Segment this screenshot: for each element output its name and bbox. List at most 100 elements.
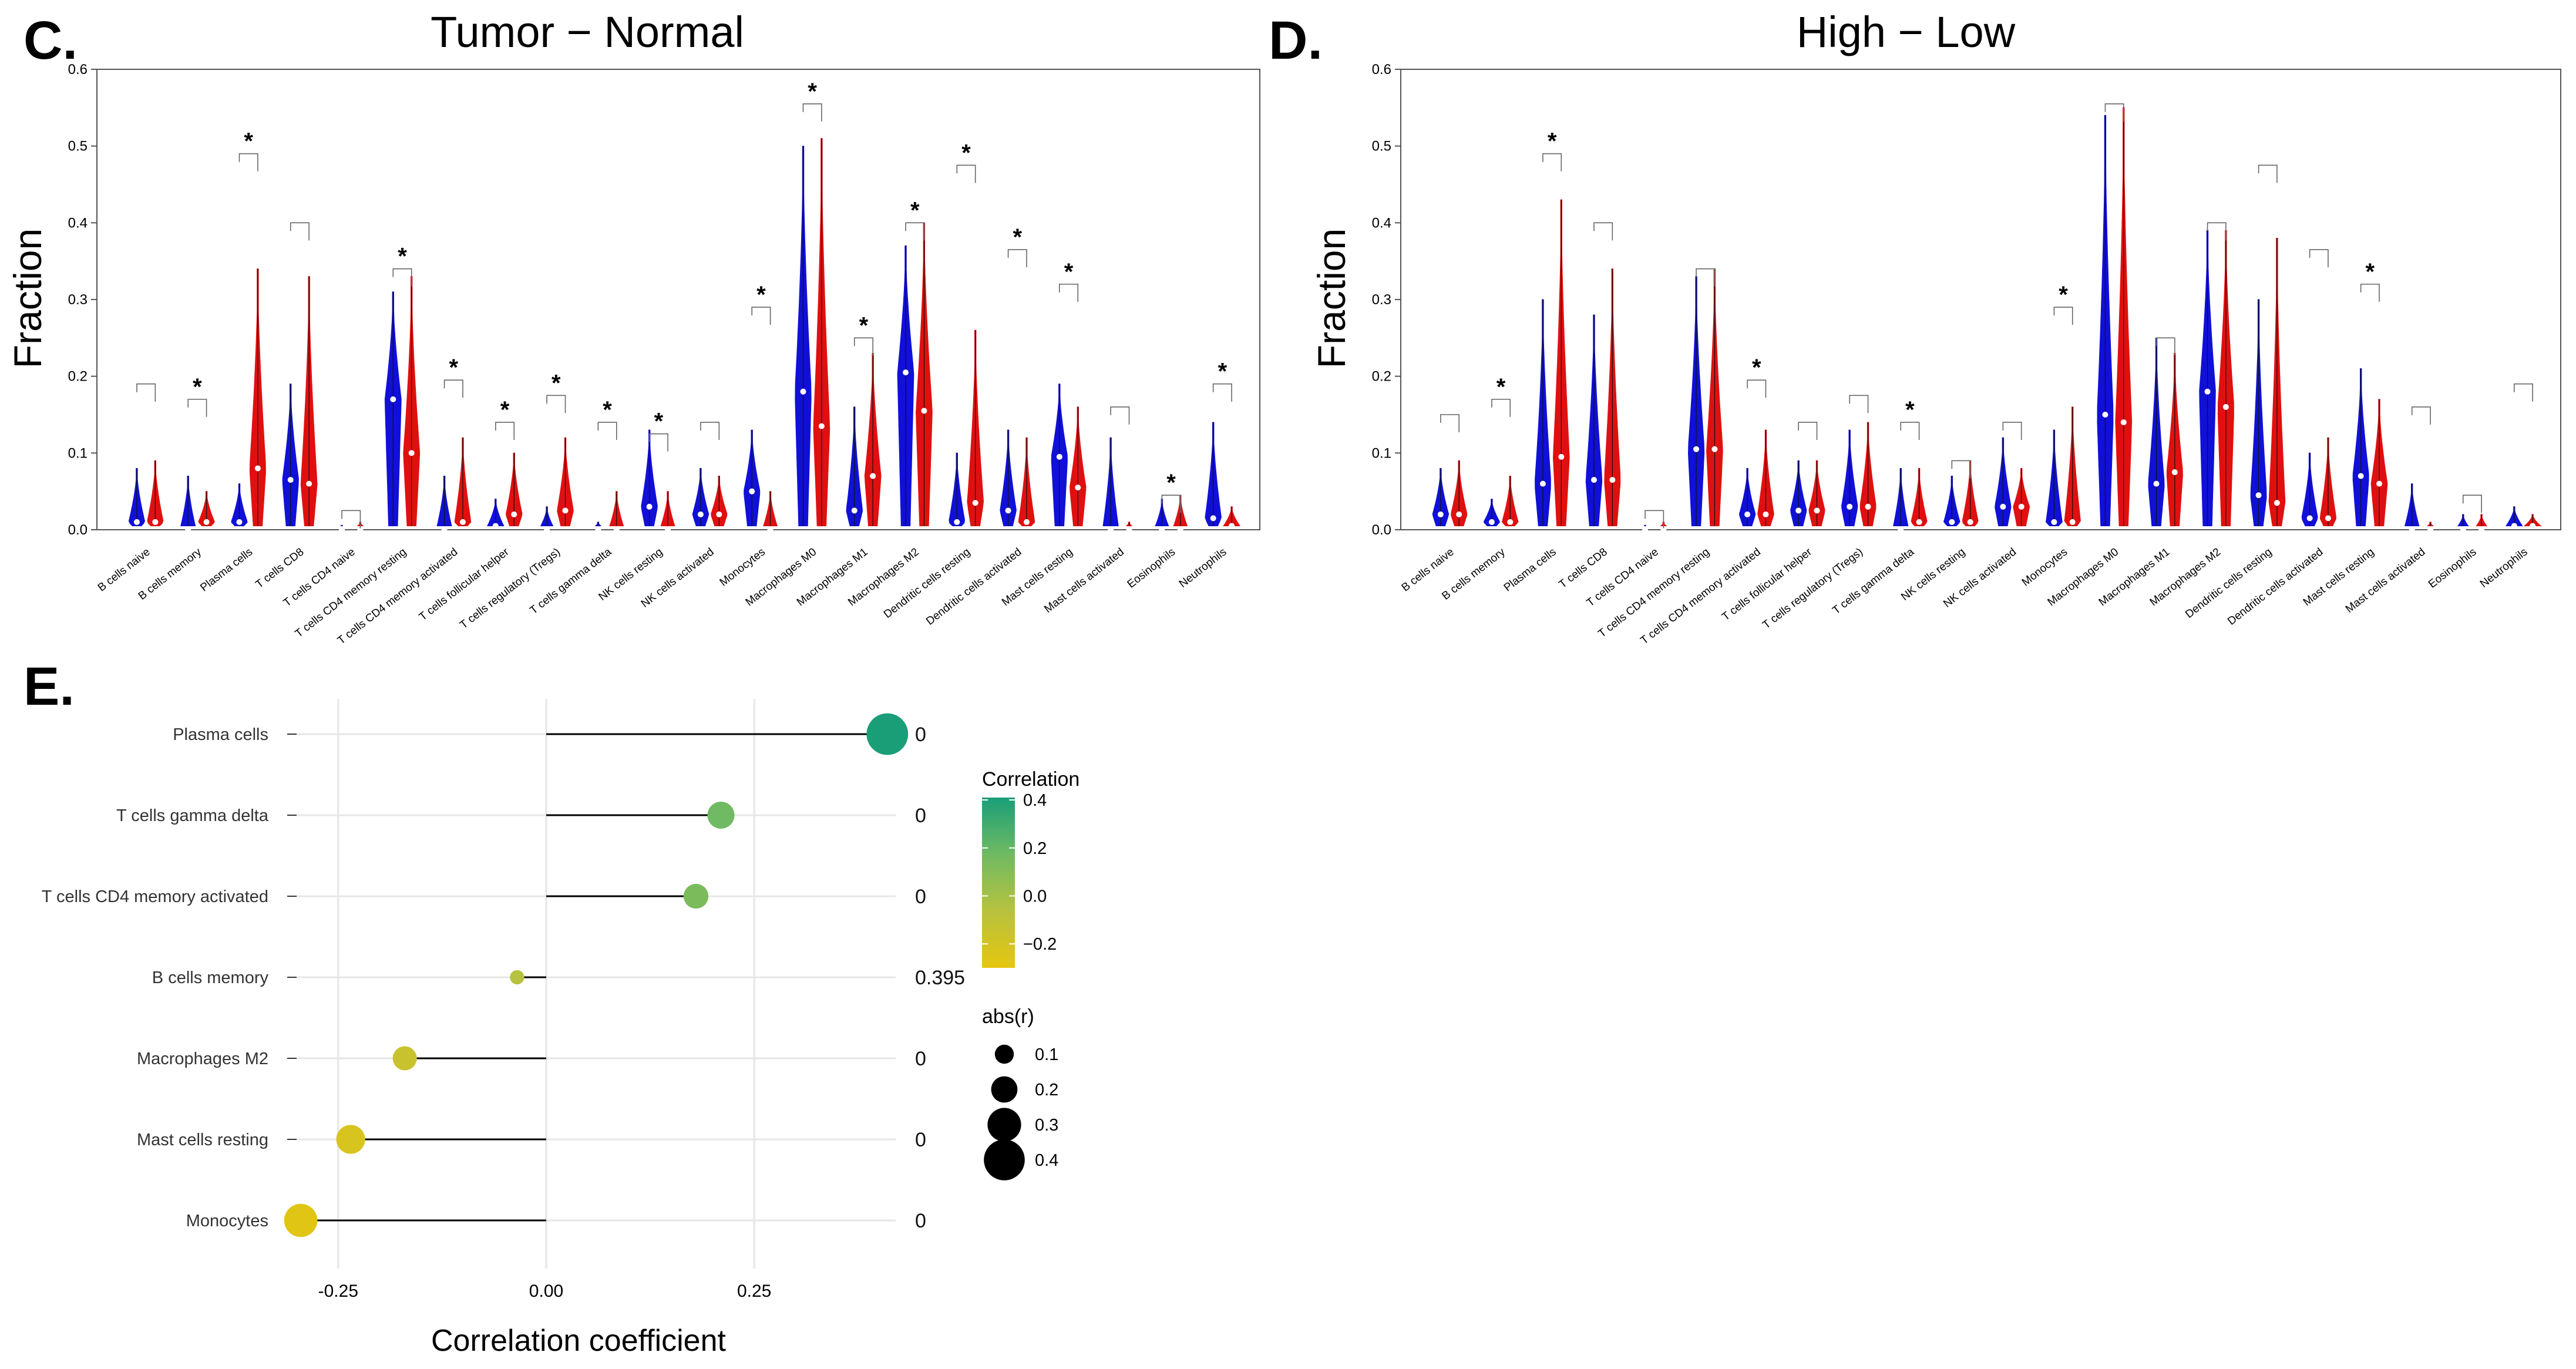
panel-d-ytick-label: 0.0: [1372, 522, 1391, 538]
panel-c-median-dot-t-cells-cd4-naive-g1: [339, 527, 345, 533]
panel-d-bracket-mast-cells-resting: [2360, 284, 2380, 302]
panel-e-xtick-label: 0.25: [737, 1281, 771, 1301]
correlation-colorbar: [982, 798, 1015, 968]
panel-e-pvalue-monocytes: 0: [915, 1210, 926, 1232]
panel-c-ytick-label: 0.2: [68, 369, 88, 385]
panel-c-median-dot-nk-cells-resting-g1: [646, 503, 653, 510]
panel-c-significance-plasma-cells: *: [244, 129, 253, 154]
panel-d-significance-monocytes: *: [2059, 282, 2068, 308]
panel-d-median-dot-monocytes-g1: [2051, 519, 2057, 525]
panel-c-median-dot-macrophages-m1-g2: [870, 473, 876, 479]
panel-c-bracket-dendritic-cells-resting: [956, 164, 976, 183]
panel-d-median-dot-mast-cells-activated-g2: [2427, 527, 2434, 533]
panel-e-dot-b-cells-memory: [510, 970, 524, 985]
abs-r-size-legend: abs(r) 0.1 0.2 0.3 0.4: [982, 1005, 1058, 1180]
panel-c-median-dot-monocytes-g1: [749, 488, 755, 495]
panel-d-median-dot-b-cells-naive-g1: [1437, 511, 1444, 517]
panel-d-ytick-label: 0.5: [1372, 139, 1391, 154]
panel-c-median-dot-dendritic-cells-resting-g2: [972, 500, 978, 506]
panel-d-median-dot-t-cells-cd4-memory-resting-g2: [1711, 446, 1718, 452]
panel-c-median-dot-eosinophils-g1: [1159, 527, 1165, 533]
panel-c-bracket-t-cells-cd4-naive: [341, 510, 361, 529]
panel-c-median-dot-t-cells-cd4-memory-activated-g2: [459, 519, 466, 525]
panel-e-row-label-macrophages-m2: Macrophages M2: [137, 1050, 268, 1068]
panel-c-significance-mast-cells-resting: *: [1064, 259, 1074, 285]
size-legend-label: 0.3: [1035, 1116, 1058, 1135]
panel-c-xtick-label-dendritic-cells-resting: Dendritic cells resting: [882, 546, 973, 621]
panel-c-xtick-label-eosinophils: Eosinophils: [1125, 546, 1178, 590]
panel-d-median-dot-nk-cells-resting-g1: [1949, 519, 1955, 525]
size-legend-dot: [984, 1139, 1025, 1180]
panel-d-xtick-label-eosinophils: Eosinophils: [2426, 546, 2479, 590]
panel-c-median-dot-t-cells-cd8-g1: [287, 477, 294, 483]
panel-c-ytick-label: 0.3: [68, 292, 88, 308]
panel-d-bracket-b-cells-memory: [1491, 399, 1511, 417]
panel-d-median-dot-t-cells-cd8-g2: [1609, 477, 1616, 483]
panel-c-median-dot-monocytes-g2: [767, 527, 774, 533]
panel-c-ytick-label: 0.6: [68, 62, 88, 78]
panel-d-bracket-nk-cells-activated: [2002, 422, 2022, 440]
panel-c-median-dot-b-cells-naive-g1: [133, 519, 140, 525]
panel-d-median-dot-t-cells-cd4-memory-activated-g2: [1763, 511, 1769, 517]
panel-c-bracket-mast-cells-resting: [1059, 284, 1079, 302]
panel-d-median-dot-b-cells-naive-g2: [1456, 511, 1462, 517]
panel-c-bracket-t-cells-cd8: [290, 222, 310, 241]
panel-d-frame: [1400, 69, 2561, 530]
panel-e-dot-macrophages-m2: [392, 1046, 417, 1071]
size-legend-dot: [994, 1044, 1014, 1064]
panel-d-violin-chart: High − Low Fraction 0.0 0.1 0.2 0.3 0.4 0.5 0.…: [1310, 8, 2561, 647]
panel-d-median-dot-eosinophils-g1: [2460, 527, 2466, 533]
panel-c-ytick-label: 0.4: [68, 215, 88, 231]
panel-d-xtick-label-dendritic-cells-resting: Dendritic cells resting: [2183, 546, 2274, 621]
panel-c-xtick-label-dendritic-cells-activated: Dendritic cells activated: [924, 546, 1024, 627]
panel-c-significance-monocytes: *: [756, 282, 766, 308]
panel-d-bracket-neutrophils: [2514, 383, 2533, 402]
panel-d-bracket-t-cells-cd8: [1593, 222, 1613, 241]
panel-e-dot-t-cells-gamma-delta: [707, 801, 735, 829]
panel-c-bracket-mast-cells-activated: [1110, 406, 1130, 425]
panel-c-median-dot-mast-cells-activated-g2: [1126, 527, 1132, 533]
panel-e-dot-mast-cells-resting: [336, 1125, 365, 1154]
panel-d-median-dot-t-cells-gamma-delta-g1: [1898, 527, 1904, 533]
panel-d-xtick-label-plasma-cells: Plasma cells: [1502, 546, 1559, 594]
panel-d-xtick-label-dendritic-cells-activated: Dendritic cells activated: [2225, 546, 2325, 627]
panel-d-xtick-label-monocytes: Monocytes: [2020, 546, 2070, 588]
panel-c-significance-t-cells-follicular-helper: *: [500, 397, 510, 423]
panel-d-median-dot-plasma-cells-g1: [1539, 480, 1546, 487]
panel-d-title: High − Low: [1797, 8, 2016, 56]
panel-e-row-label-t-cells-gamma-delta: T cells gamma delta: [116, 806, 269, 825]
panel-c-median-dot-dendritic-cells-resting-g1: [954, 519, 960, 525]
size-legend-label: 0.4: [1035, 1151, 1058, 1170]
panel-d-median-dot-macrophages-m0-g2: [2120, 419, 2127, 426]
panel-d-median-dot-macrophages-m1-g1: [2153, 480, 2160, 487]
panel-c-median-dot-t-cells-cd4-memory-activated-g1: [441, 527, 448, 533]
panel-c-bracket-monocytes: [751, 307, 771, 325]
panel-c-xtick-label-plasma-cells: Plasma cells: [198, 546, 255, 594]
panel-d-significance-mast-cells-resting: *: [2366, 259, 2375, 285]
panel-c-significance-t-cells-gamma-delta: *: [603, 397, 612, 423]
panel-d-significance-plasma-cells: *: [1548, 129, 1557, 154]
panel-d-bracket-dendritic-cells-resting: [2258, 164, 2278, 183]
panel-c-median-dot-nk-cells-activated-g2: [716, 511, 722, 517]
panel-e-dot-plasma-cells: [866, 713, 909, 755]
panel-d-bracket-dendritic-cells-activated: [2309, 249, 2329, 268]
panel-d-median-dot-macrophages-m1-g2: [2171, 469, 2178, 475]
panel-c-bracket-t-cells-follicular-helper: [495, 422, 515, 440]
panel-d-median-dot-t-cells-follicular-helper-g1: [1795, 507, 1802, 514]
panel-c-significance-dendritic-cells-activated: *: [1013, 224, 1022, 250]
panel-c-median-dot-neutrophils-g1: [1210, 515, 1216, 522]
panel-c-bracket-t-cells-cd4-memory-activated: [443, 379, 463, 398]
panel-d-significance-t-cells-cd4-memory-activated: *: [1752, 355, 1761, 381]
panel-c-median-dot-plasma-cells-g2: [254, 465, 261, 472]
colorbar-tick-label: 0.0: [1023, 887, 1047, 906]
panel-d-bracket-eosinophils: [2462, 495, 2482, 513]
panel-c-median-dot-neutrophils-g2: [1229, 523, 1235, 529]
panel-c-significance-eosinophils: *: [1166, 470, 1176, 496]
panel-e-row-label-plasma-cells: Plasma cells: [173, 725, 268, 744]
panel-d-ytick-label: 0.2: [1372, 369, 1391, 385]
panel-d-ytick-label: 0.1: [1372, 445, 1391, 461]
panel-d-bracket-t-cells-cd4-naive: [1645, 510, 1664, 529]
panel-c-bracket-plasma-cells: [238, 153, 258, 171]
panel-c-bracket-macrophages-m0: [802, 103, 822, 122]
